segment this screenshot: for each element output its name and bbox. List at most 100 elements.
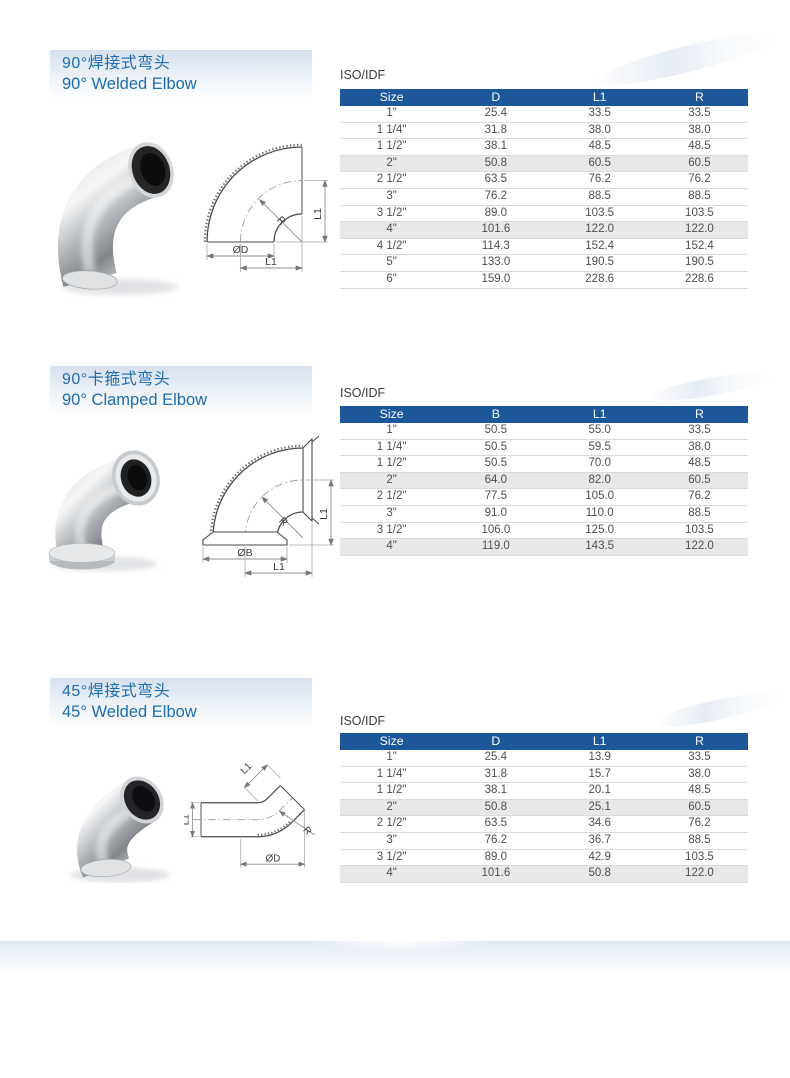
- page-divider-band: [0, 941, 790, 975]
- dimension-cell: 103.5: [650, 849, 748, 867]
- table-row: 1 1/4" 31.8 15.7 38.0: [340, 766, 748, 784]
- dimension-cell: 33.5: [548, 106, 651, 123]
- dimension-cell: 76.2: [443, 832, 549, 850]
- dimension-cell: 122.0: [650, 865, 748, 883]
- dimension-cell: 89.0: [443, 205, 549, 223]
- dimension-cell: 33.5: [650, 423, 748, 440]
- dimension-table: Size D L1 R 1" 25.4 33.5 33.5 1 1/4" 31.8 38.0 38.0…: [340, 89, 748, 289]
- dimension-cell: 15.7: [548, 766, 651, 784]
- dimension-cell: 143.5: [548, 538, 651, 556]
- dimension-table: Size D L1 R 1" 25.4 13.9 33.5 1 1/4" 31.8 15.7 38.0…: [340, 733, 748, 883]
- table-row: 4" 101.6 122.0 122.0: [340, 221, 748, 239]
- dimension-cell: 55.0: [548, 423, 651, 440]
- dimension-cell: 2 1/2": [340, 488, 444, 506]
- dimension-cell: 48.5: [650, 782, 748, 800]
- dimension-cell: 101.6: [443, 221, 549, 239]
- dimension-cell: 48.5: [548, 138, 651, 156]
- dimension-cell: 59.5: [548, 439, 651, 457]
- dimension-cell: 103.5: [650, 522, 748, 540]
- dimension-cell: 50.8: [548, 865, 651, 883]
- table-row: 3 1/2" 89.0 103.5 103.5: [340, 205, 748, 223]
- column-header: Size: [340, 89, 444, 106]
- dimension-cell: 1 1/2": [340, 455, 444, 473]
- table-row: 1 1/2" 38.1 20.1 48.5: [340, 782, 748, 800]
- dimension-cell: 63.5: [443, 171, 549, 189]
- dimension-cell: 91.0: [443, 505, 549, 523]
- dimension-cell: 2": [340, 472, 444, 490]
- dimension-cell: 88.5: [650, 505, 748, 523]
- dimension-cell: 3 1/2": [340, 522, 444, 540]
- dimension-cell: 4": [340, 221, 444, 239]
- dimension-cell: 33.5: [650, 106, 748, 123]
- dimension-cell: 159.0: [443, 271, 549, 289]
- dimension-cell: 1 1/4": [340, 439, 444, 457]
- column-header: L1: [548, 89, 651, 106]
- table-row: 2 1/2" 77.5 105.0 76.2: [340, 488, 748, 506]
- section-title-zh: 90°焊接式弯头: [62, 55, 171, 72]
- dimension-cell: 38.1: [443, 138, 549, 156]
- dimension-cell: 50.5: [443, 455, 549, 473]
- dimension-table: Size B L1 R 1" 50.5 55.0 33.5 1 1/4" 50.5 59.5 38.0…: [340, 406, 748, 556]
- dimension-cell: 152.4: [548, 238, 651, 256]
- dimension-cell: 13.9: [548, 750, 651, 767]
- product-photo-90-clamped-elbow: [48, 450, 160, 571]
- table-row: 2 1/2" 63.5 76.2 76.2: [340, 171, 748, 189]
- table-row: 2" 50.8 25.1 60.5: [340, 799, 748, 817]
- dimension-cell: 36.7: [548, 832, 651, 850]
- dimension-cell: 4 1/2": [340, 238, 444, 256]
- background-swoosh: [594, 24, 781, 94]
- dimension-cell: 60.5: [650, 155, 748, 173]
- dimension-cell: 114.3: [443, 238, 549, 256]
- dimension-cell: 48.5: [650, 138, 748, 156]
- dimension-cell: 60.5: [650, 472, 748, 490]
- drawing-label-length-side: L1: [318, 508, 330, 520]
- table-row: 1 1/2" 38.1 48.5 48.5: [340, 138, 748, 156]
- dimension-cell: 2": [340, 155, 444, 173]
- dimension-cell: 228.6: [650, 271, 748, 289]
- table-row: 4" 119.0 143.5 122.0: [340, 538, 748, 556]
- table-row: 4 1/2" 114.3 152.4 152.4: [340, 238, 748, 256]
- dimension-cell: 228.6: [548, 271, 651, 289]
- standard-label: ISO/IDF: [340, 714, 386, 728]
- dimension-cell: 38.0: [548, 122, 651, 140]
- dimension-cell: 1": [340, 106, 444, 123]
- column-header: Size: [340, 733, 444, 750]
- section-title-banner: 45°焊接式弯头 45° Welded Elbow: [50, 678, 312, 730]
- table-row: 2 1/2" 63.5 34.6 76.2: [340, 815, 748, 833]
- column-header: B: [443, 406, 549, 423]
- dimension-cell: 88.5: [650, 188, 748, 206]
- dimension-cell: 76.2: [443, 188, 549, 206]
- dimension-cell: 2 1/2": [340, 815, 444, 833]
- table-row: 1 1/4" 50.5 59.5 38.0: [340, 439, 748, 457]
- product-photo-90-welded-elbow: [58, 142, 178, 295]
- dimension-cell: 60.5: [548, 155, 651, 173]
- dimension-cell: 63.5: [443, 815, 549, 833]
- dimension-cell: 1 1/4": [340, 766, 444, 784]
- dimension-cell: 77.5: [443, 488, 549, 506]
- dimension-cell: 103.5: [548, 205, 651, 223]
- dimension-cell: 64.0: [443, 472, 549, 490]
- dimension-cell: 88.5: [650, 832, 748, 850]
- table-row: 1" 50.5 55.0 33.5: [340, 423, 748, 440]
- drawing-label-length-side: L1: [312, 208, 324, 220]
- dimension-cell: 38.1: [443, 782, 549, 800]
- dimension-cell: 106.0: [443, 522, 549, 540]
- table-row: 3 1/2" 89.0 42.9 103.5: [340, 849, 748, 867]
- dimension-cell: 1": [340, 750, 444, 767]
- table-row: 6" 159.0 228.6 228.6: [340, 271, 748, 289]
- drawing-label-diameter: ØD: [265, 853, 280, 864]
- section-title-en: 90° Welded Elbow: [62, 75, 197, 93]
- standard-label: ISO/IDF: [340, 386, 386, 400]
- dimension-drawing-90-welded-elbow: R ØD L1 L1: [203, 143, 328, 272]
- dimension-cell: 3 1/2": [340, 205, 444, 223]
- dimension-cell: 34.6: [548, 815, 651, 833]
- dimension-cell: 5": [340, 254, 444, 272]
- table-row: 1" 25.4 13.9 33.5: [340, 750, 748, 767]
- section-title-en: 90° Clamped Elbow: [62, 391, 208, 409]
- dimension-cell: 122.0: [650, 221, 748, 239]
- dimension-cell: 133.0: [443, 254, 549, 272]
- dimension-cell: 2": [340, 799, 444, 817]
- dimension-cell: 89.0: [443, 849, 549, 867]
- dimension-cell: 1 1/4": [340, 122, 444, 140]
- drawing-label-length: L1: [265, 256, 277, 268]
